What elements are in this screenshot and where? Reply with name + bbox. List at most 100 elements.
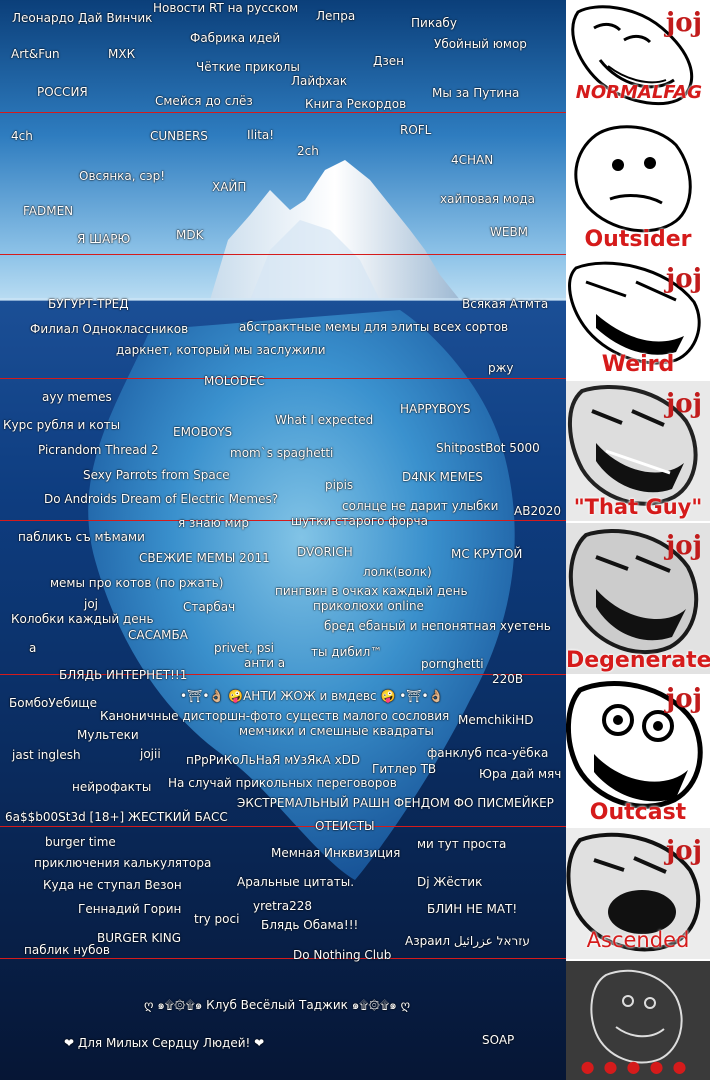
rage-face-icon [568, 384, 698, 506]
meme-label: абстрактные мемы для элиты всех сортов [239, 320, 509, 334]
meme-label: На случай прикольных переговоров [168, 776, 397, 790]
meme-label: 220В [492, 672, 524, 686]
meme-label: try poci [194, 912, 240, 926]
meme-label: приключения калькулятора [34, 856, 212, 870]
meme-label: Sexy Parrots from Space [83, 468, 230, 482]
tier-label: Weird [601, 352, 675, 377]
meme-label: пРрРиКоЛьНаЯ мУзЯкА xDD [186, 753, 361, 767]
meme-label: What I expected [275, 413, 374, 427]
meme-label: Гитлер ТВ [372, 762, 437, 776]
meme-label: пабликъ съ мѣмами [18, 530, 145, 544]
meme-label: РОССИЯ [37, 85, 88, 99]
tier-divider [0, 958, 566, 959]
red-dots-decoration: ●●●●● [580, 1057, 696, 1076]
meme-label: 6a$$b00St3d [18+] ЖЕСТКИЙ БАСС [5, 810, 228, 824]
tier-faces-column: joj NORMALFAG Outsider joj Weird joj "Th… [566, 0, 710, 1080]
meme-label: я знаю мир [178, 516, 249, 530]
meme-label: MDK [176, 228, 204, 242]
meme-label: a [29, 641, 37, 655]
meme-label: бред ебаный и непонятная хуетень [324, 619, 551, 633]
meme-label: хайповая мода [440, 192, 535, 206]
meme-label: •⛩•👌🏼 🤪АНТИ ЖОЖ и вмдевс 🤪 •⛩•👌🏼 [180, 689, 444, 703]
meme-label: Dj Жёстик [417, 875, 483, 889]
meme-label: Я ШАРЮ [77, 232, 131, 246]
meme-label: шутки старого форча [291, 514, 428, 528]
meme-label: jojii [140, 747, 161, 761]
tier-divider [0, 254, 566, 255]
tier-divider [0, 674, 566, 675]
meme-label: Do Nothing Club [293, 948, 392, 962]
meme-label: мемы про котов (по ржать) [50, 576, 224, 590]
meme-label: нейрофакты [72, 780, 152, 794]
meme-label: ЭКСТРЕМАЛЬНЫЙ РАШН ФЕНДОМ ФО ПИСМЕЙКЕР [237, 796, 554, 810]
meme-label: БЛИН НЕ МАТ! [427, 902, 518, 916]
meme-label: pipis [325, 478, 354, 492]
rage-face-icon [568, 529, 699, 655]
meme-label: паблик нубов [24, 943, 110, 957]
joj-mark: joj [665, 836, 702, 866]
meme-label: пингвин в очках каждый день [275, 584, 468, 598]
meme-label: даркнет, который мы заслужили [116, 343, 326, 357]
tier-divider [0, 378, 566, 379]
joj-mark: joj [665, 531, 702, 561]
meme-label: Книга Рекордов [305, 97, 407, 111]
meme-label: MOLODEC [204, 374, 265, 388]
meme-label: Курс рубля и коты [3, 418, 121, 432]
joj-mark: joj [665, 684, 702, 714]
meme-label: Овсянка, сэр! [79, 169, 166, 183]
meme-label: ты дибил™ [311, 645, 383, 659]
meme-label: D4NK MEMES [402, 470, 484, 484]
face-panel-ascended: joj Ascended [566, 828, 710, 959]
meme-label: Смейся до слёз [155, 94, 253, 108]
meme-label: лолк(волк) [363, 565, 432, 579]
meme-label: БУГУРТ-ТРЕД [48, 297, 129, 311]
joj-mark: joj [665, 264, 702, 294]
meme-label: Art&Fun [11, 47, 60, 61]
meme-label: EMOBOYS [173, 425, 233, 439]
meme-label: ми тут проста [417, 837, 507, 851]
meme-label: фанклуб пса-уёбка [427, 746, 549, 760]
meme-label: СВЕЖИЕ МЕМЫ 2011 [139, 551, 270, 565]
meme-label: mom`s spaghetti [230, 446, 334, 460]
face-panel-outsider: Outsider [566, 115, 710, 254]
meme-label: ржу [488, 361, 514, 375]
ghost-face-icon [590, 969, 683, 1064]
rage-face-icon [571, 5, 694, 106]
rage-face-icon [566, 832, 701, 952]
meme-label: БЛЯДЬ ИНТЕРНЕТ!!1 [59, 668, 188, 682]
tier-divider [0, 826, 566, 827]
meme-label: HAPPYBOYS [400, 402, 471, 416]
meme-label: ღ ๑۩۞۩๑ Клуб Весёлый Таджик ๑۩۞۩๑ ღ [144, 998, 411, 1012]
meme-label: Филиал Одноклассников [30, 322, 189, 336]
meme-label: солнце не дарит улыбки [342, 499, 499, 513]
face-panel-final: ●●●●● [566, 961, 710, 1080]
meme-label: 2ch [297, 144, 319, 158]
meme-label: ROFL [400, 123, 432, 137]
meme-label: Лайфхак [291, 74, 348, 88]
joj-mark: joj [665, 8, 702, 38]
meme-label: Пикабу [411, 16, 457, 30]
meme-label: Леонардо Дай Винчик [12, 11, 153, 25]
meme-label: Ilita! [247, 128, 275, 142]
tier-divider [0, 112, 566, 113]
tier-label: Degenerate [566, 648, 710, 673]
meme-label: Do Androids Dream of Electric Memes? [44, 492, 279, 506]
meme-label: ❤ Для Милых Сердцу Людей! ❤ [64, 1036, 265, 1050]
meme-label: Мы за Путина [432, 86, 520, 100]
meme-label: ОТЕИСТЫ [315, 819, 375, 833]
meme-label: ShitpostBot 5000 [436, 441, 540, 455]
meme-label: Юра дай мяч [479, 767, 562, 781]
tier-label: Ascended [586, 928, 690, 952]
rage-face-icon [566, 681, 703, 809]
meme-label: 4ch [11, 129, 33, 143]
face-panel-outcast: joj Outcast [566, 676, 710, 826]
rage-face-icon [574, 125, 692, 233]
tier-label: NORMALFAG [575, 82, 702, 103]
meme-label: приколюхи online [313, 599, 424, 613]
meme-label: Фабрика идей [190, 31, 281, 45]
meme-label: Колобки каждый день [11, 612, 154, 626]
face-panel-that-guy: joj "That Guy" [566, 381, 710, 521]
meme-label: анти а [244, 656, 286, 670]
meme-label: yretra228 [253, 899, 313, 913]
meme-label: Куда не ступал Везон [43, 878, 182, 892]
